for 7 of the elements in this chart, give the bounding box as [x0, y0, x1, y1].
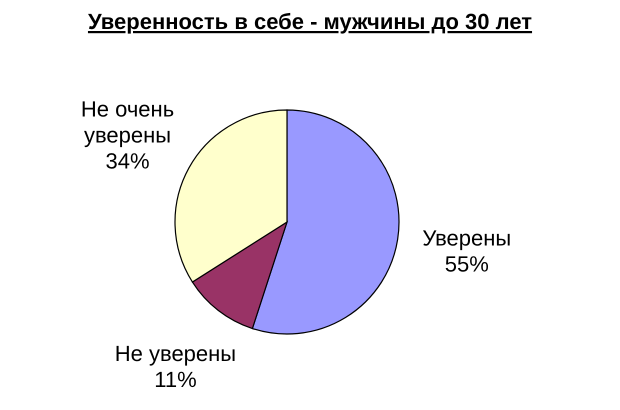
data-label: 55%	[444, 251, 489, 276]
slice-label: Не очень уверены	[80, 96, 174, 148]
data-label: 34%	[105, 148, 150, 174]
slice-label: Не уверены	[114, 340, 236, 366]
slice-label: Уверены	[422, 225, 512, 250]
data-label: 11%	[154, 366, 197, 392]
chart-title: Уверенность в себе - мужчины до 30 лет	[88, 9, 532, 34]
